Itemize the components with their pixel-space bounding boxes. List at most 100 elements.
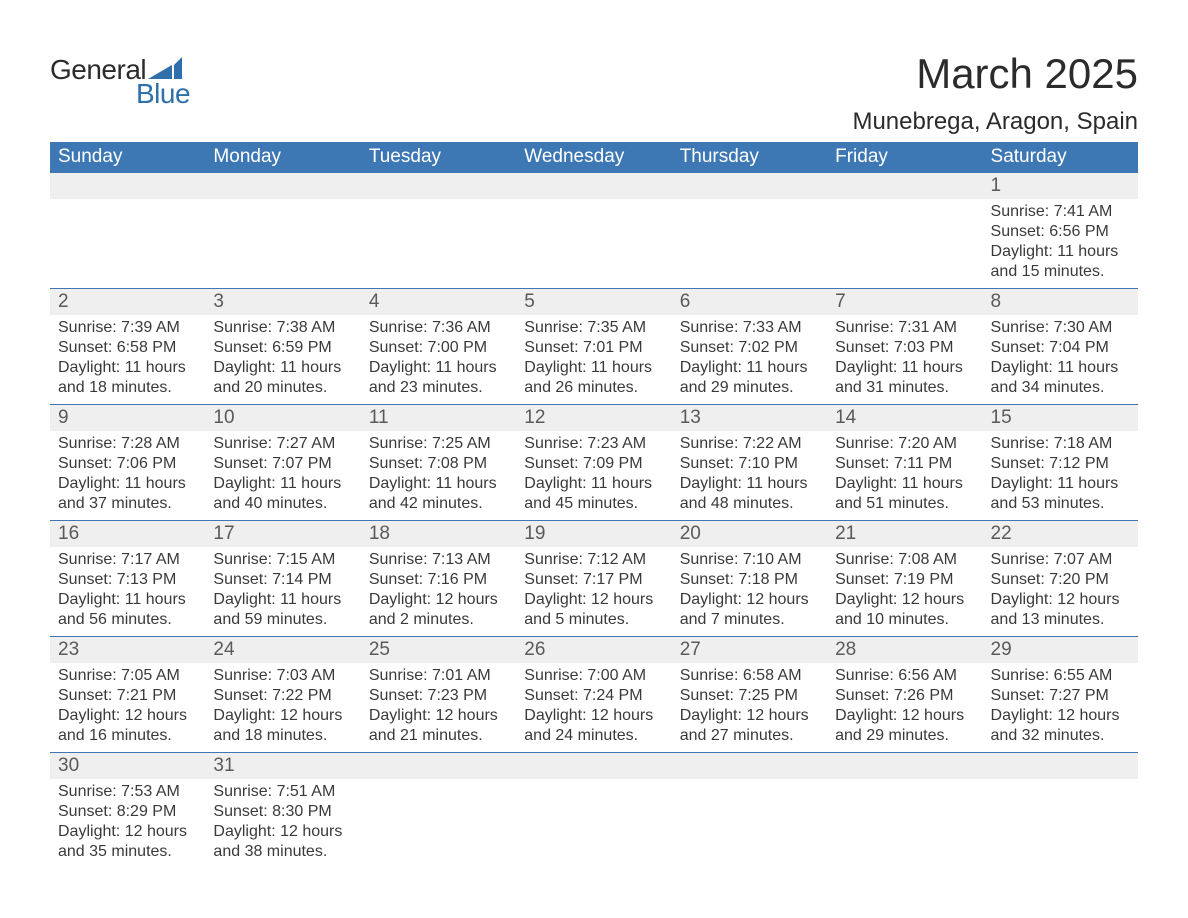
day-number-cell — [672, 173, 827, 200]
day-number-cell: 16 — [50, 521, 205, 548]
day-detail-cell: Sunrise: 7:17 AMSunset: 7:13 PMDaylight:… — [50, 547, 205, 637]
day-detail-cell: Sunrise: 7:51 AMSunset: 8:30 PMDaylight:… — [205, 779, 360, 868]
week-detail-row: Sunrise: 7:53 AMSunset: 8:29 PMDaylight:… — [50, 779, 1138, 868]
day-detail-cell: Sunrise: 7:33 AMSunset: 7:02 PMDaylight:… — [672, 315, 827, 405]
day-detail-daylight1: Daylight: 11 hours — [58, 590, 197, 610]
day-detail-daylight1: Daylight: 11 hours — [58, 474, 197, 494]
day-detail-daylight1: Daylight: 12 hours — [991, 590, 1130, 610]
day-number-cell: 7 — [827, 289, 982, 316]
day-detail-sunset: Sunset: 6:58 PM — [58, 338, 197, 358]
day-number: 21 — [827, 521, 982, 547]
day-detail-daylight2: and 38 minutes. — [213, 842, 352, 862]
day-number-cell — [516, 753, 671, 780]
day-number: 17 — [205, 521, 360, 547]
week-detail-row: Sunrise: 7:05 AMSunset: 7:21 PMDaylight:… — [50, 663, 1138, 753]
day-number-cell: 13 — [672, 405, 827, 432]
day-detail-sunrise: Sunrise: 7:30 AM — [991, 318, 1130, 338]
location-subtitle: Munebrega, Aragon, Spain — [852, 108, 1138, 136]
day-detail-cell — [516, 779, 671, 868]
day-detail-daylight1: Daylight: 12 hours — [680, 590, 819, 610]
day-number-cell: 25 — [361, 637, 516, 664]
day-detail-daylight1: Daylight: 12 hours — [991, 706, 1130, 726]
day-detail-sunrise: Sunrise: 7:23 AM — [524, 434, 663, 454]
day-number-cell — [827, 753, 982, 780]
day-detail-cell: Sunrise: 7:38 AMSunset: 6:59 PMDaylight:… — [205, 315, 360, 405]
day-number-cell: 2 — [50, 289, 205, 316]
day-number-cell: 22 — [983, 521, 1138, 548]
day-number-cell: 23 — [50, 637, 205, 664]
day-detail-sunrise: Sunrise: 7:03 AM — [213, 666, 352, 686]
day-detail-sunset: Sunset: 8:29 PM — [58, 802, 197, 822]
day-detail-sunrise: Sunrise: 7:10 AM — [680, 550, 819, 570]
day-detail-daylight2: and 21 minutes. — [369, 726, 508, 746]
day-detail-daylight2: and 42 minutes. — [369, 494, 508, 514]
week-detail-row: Sunrise: 7:28 AMSunset: 7:06 PMDaylight:… — [50, 431, 1138, 521]
page-header: General Blue March 2025 Munebrega, Arago… — [50, 30, 1138, 136]
day-detail-cell: Sunrise: 6:55 AMSunset: 7:27 PMDaylight:… — [983, 663, 1138, 753]
day-detail-sunrise: Sunrise: 7:22 AM — [680, 434, 819, 454]
day-detail-daylight1: Daylight: 11 hours — [991, 474, 1130, 494]
day-number-cell: 31 — [205, 753, 360, 780]
day-detail-cell — [827, 779, 982, 868]
day-number: 19 — [516, 521, 671, 547]
day-number-cell: 5 — [516, 289, 671, 316]
day-number-cell: 24 — [205, 637, 360, 664]
day-detail-cell: Sunrise: 7:23 AMSunset: 7:09 PMDaylight:… — [516, 431, 671, 521]
day-number-cell: 26 — [516, 637, 671, 664]
day-number: 7 — [827, 289, 982, 315]
day-detail-sunset: Sunset: 7:17 PM — [524, 570, 663, 590]
day-detail-daylight2: and 20 minutes. — [213, 378, 352, 398]
week-detail-row: Sunrise: 7:17 AMSunset: 7:13 PMDaylight:… — [50, 547, 1138, 637]
day-detail-sunset: Sunset: 8:30 PM — [213, 802, 352, 822]
day-detail-daylight1: Daylight: 12 hours — [58, 822, 197, 842]
day-number: 11 — [361, 405, 516, 431]
day-detail-daylight1: Daylight: 11 hours — [991, 358, 1130, 378]
day-number-cell: 15 — [983, 405, 1138, 432]
day-detail-sunrise: Sunrise: 7:13 AM — [369, 550, 508, 570]
day-detail-daylight1: Daylight: 11 hours — [835, 358, 974, 378]
day-detail-daylight1: Daylight: 11 hours — [213, 358, 352, 378]
day-detail-sunrise: Sunrise: 7:20 AM — [835, 434, 974, 454]
day-number-cell: 11 — [361, 405, 516, 432]
day-detail-sunset: Sunset: 7:06 PM — [58, 454, 197, 474]
day-detail-sunset: Sunset: 7:23 PM — [369, 686, 508, 706]
day-number: 26 — [516, 637, 671, 663]
day-number: 31 — [205, 753, 360, 779]
day-detail-daylight1: Daylight: 12 hours — [369, 590, 508, 610]
day-number-cell — [983, 753, 1138, 780]
day-detail-daylight2: and 15 minutes. — [991, 262, 1130, 282]
day-detail-sunset: Sunset: 7:13 PM — [58, 570, 197, 590]
day-detail-sunrise: Sunrise: 6:56 AM — [835, 666, 974, 686]
day-detail-daylight2: and 24 minutes. — [524, 726, 663, 746]
day-detail-sunrise: Sunrise: 7:36 AM — [369, 318, 508, 338]
day-detail-sunset: Sunset: 7:18 PM — [680, 570, 819, 590]
day-number: 29 — [983, 637, 1138, 663]
day-detail-sunset: Sunset: 7:26 PM — [835, 686, 974, 706]
day-detail-sunset: Sunset: 7:11 PM — [835, 454, 974, 474]
week-daynum-row: 2345678 — [50, 289, 1138, 316]
day-detail-daylight1: Daylight: 11 hours — [369, 474, 508, 494]
day-detail-cell — [205, 199, 360, 289]
weekday-header: Saturday — [983, 142, 1138, 173]
weekday-header: Tuesday — [361, 142, 516, 173]
day-detail-daylight1: Daylight: 12 hours — [524, 706, 663, 726]
day-number-cell: 1 — [983, 173, 1138, 200]
day-detail-sunrise: Sunrise: 7:01 AM — [369, 666, 508, 686]
day-detail-sunrise: Sunrise: 7:35 AM — [524, 318, 663, 338]
day-number: 28 — [827, 637, 982, 663]
day-number-cell: 9 — [50, 405, 205, 432]
day-detail-daylight2: and 53 minutes. — [991, 494, 1130, 514]
day-detail-daylight2: and 31 minutes. — [835, 378, 974, 398]
day-detail-sunrise: Sunrise: 7:51 AM — [213, 782, 352, 802]
day-number: 24 — [205, 637, 360, 663]
weekday-header: Monday — [205, 142, 360, 173]
day-detail-cell — [672, 779, 827, 868]
day-detail-daylight2: and 18 minutes. — [213, 726, 352, 746]
day-number-cell: 10 — [205, 405, 360, 432]
title-block: March 2025 Munebrega, Aragon, Spain — [852, 30, 1138, 136]
day-number: 8 — [983, 289, 1138, 315]
day-detail-daylight2: and 10 minutes. — [835, 610, 974, 630]
day-number-cell: 4 — [361, 289, 516, 316]
day-detail-daylight2: and 7 minutes. — [680, 610, 819, 630]
day-detail-sunset: Sunset: 7:20 PM — [991, 570, 1130, 590]
